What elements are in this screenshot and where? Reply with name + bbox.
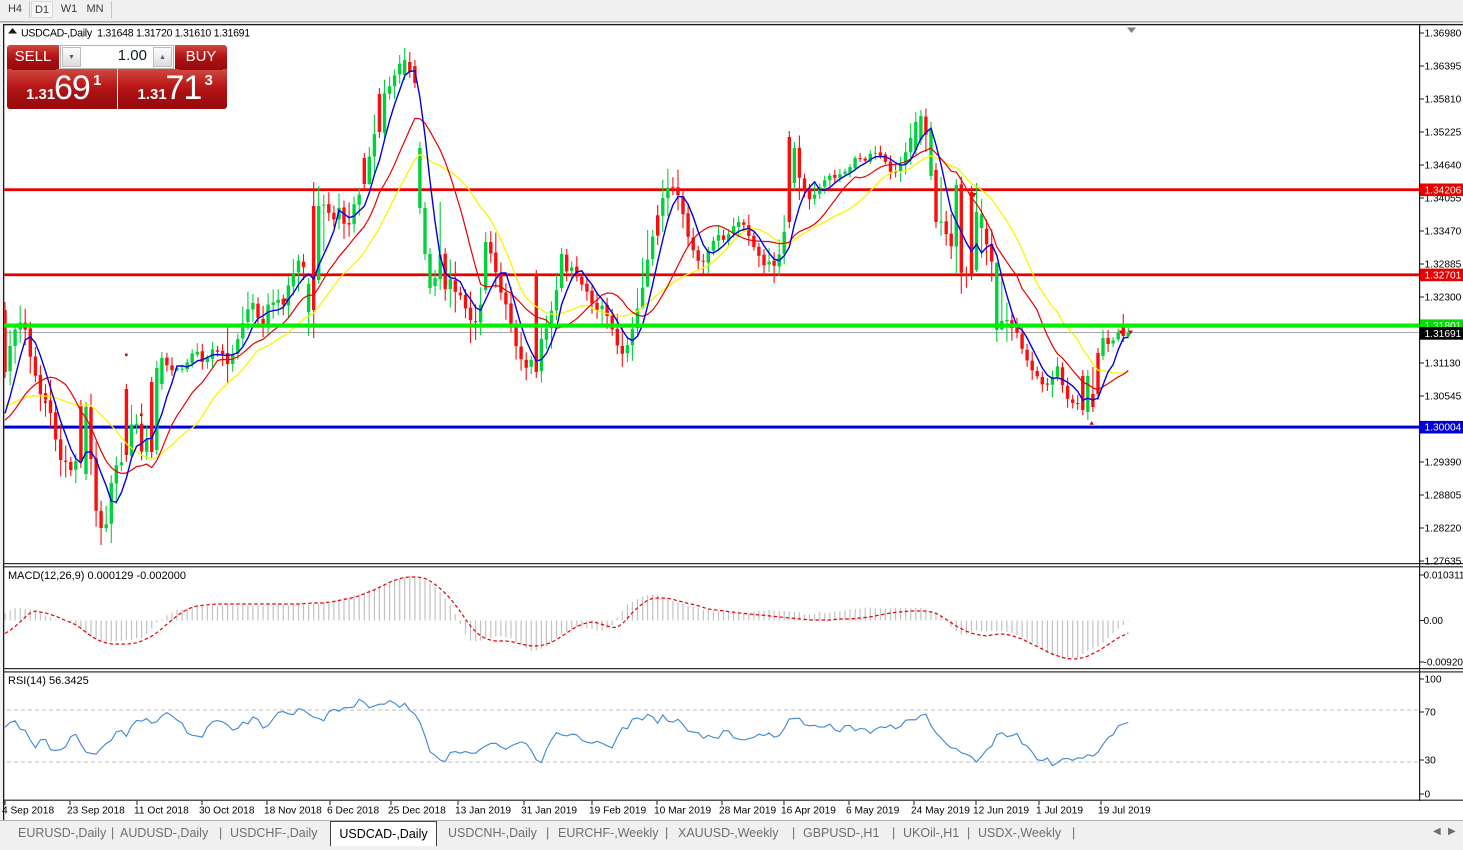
svg-text:1.36980: 1.36980 — [1425, 29, 1462, 40]
svg-text:10 Mar 2019: 10 Mar 2019 — [654, 806, 712, 817]
svg-text:4 Sep 2018: 4 Sep 2018 — [2, 806, 54, 817]
svg-text:25 Dec 2018: 25 Dec 2018 — [388, 806, 446, 817]
svg-text:6 Dec 2018: 6 Dec 2018 — [327, 806, 379, 817]
svg-text:19 Jul 2019: 19 Jul 2019 — [1098, 806, 1151, 817]
svg-text:13 Jan 2019: 13 Jan 2019 — [455, 806, 511, 817]
svg-text:1.28805: 1.28805 — [1425, 491, 1462, 502]
svg-text:1.29390: 1.29390 — [1425, 458, 1462, 469]
svg-text:1.27635: 1.27635 — [1425, 557, 1462, 568]
svg-text:24 May 2019: 24 May 2019 — [911, 806, 970, 817]
svg-text:16 Apr 2019: 16 Apr 2019 — [781, 806, 836, 817]
svg-text:19 Feb 2019: 19 Feb 2019 — [589, 806, 647, 817]
svg-text:11 Oct 2018: 11 Oct 2018 — [134, 806, 189, 817]
svg-text:30: 30 — [1425, 756, 1437, 767]
svg-text:1.35810: 1.35810 — [1425, 95, 1462, 106]
svg-text:6 May 2019: 6 May 2019 — [846, 806, 900, 817]
svg-text:1.33470: 1.33470 — [1425, 227, 1462, 238]
svg-text:RSI(14) 56.3425: RSI(14) 56.3425 — [8, 675, 89, 687]
svg-text:1.34206: 1.34206 — [1425, 185, 1462, 196]
svg-text:30 Oct 2018: 30 Oct 2018 — [199, 806, 255, 817]
svg-text:0: 0 — [1425, 790, 1431, 801]
svg-text:MACD(12,26,9) 0.000129 -0.0020: MACD(12,26,9) 0.000129 -0.002000 — [8, 570, 186, 582]
svg-text:USDCAD-,Daily 1.31648 1.31720: USDCAD-,Daily 1.31648 1.31720 1.31610 1.… — [21, 28, 250, 40]
svg-text:1.35225: 1.35225 — [1425, 128, 1462, 139]
svg-text:12 Jun 2019: 12 Jun 2019 — [973, 806, 1029, 817]
svg-text:1.32701: 1.32701 — [1425, 270, 1462, 281]
svg-text:1.28220: 1.28220 — [1425, 524, 1462, 535]
svg-text:-0.009203: -0.009203 — [1424, 658, 1463, 669]
svg-text:1.30004: 1.30004 — [1425, 423, 1462, 434]
svg-text:23 Sep 2018: 23 Sep 2018 — [67, 806, 125, 817]
svg-text:31 Jan 2019: 31 Jan 2019 — [521, 806, 577, 817]
svg-text:100: 100 — [1425, 675, 1442, 686]
svg-text:70: 70 — [1425, 708, 1437, 719]
svg-text:1.34640: 1.34640 — [1425, 161, 1462, 172]
svg-text:1.31130: 1.31130 — [1425, 359, 1461, 370]
svg-text:0.010311: 0.010311 — [1424, 571, 1463, 582]
svg-text:1.36395: 1.36395 — [1425, 62, 1462, 73]
svg-text:1.32300: 1.32300 — [1425, 293, 1462, 304]
svg-text:1.30545: 1.30545 — [1425, 392, 1462, 403]
svg-text:18 Nov 2018: 18 Nov 2018 — [264, 806, 322, 817]
svg-text:1.31691: 1.31691 — [1425, 329, 1462, 340]
svg-text:1 Jul 2019: 1 Jul 2019 — [1036, 806, 1083, 817]
svg-text:28 Mar 2019: 28 Mar 2019 — [719, 806, 777, 817]
svg-text:0.00: 0.00 — [1424, 616, 1444, 627]
